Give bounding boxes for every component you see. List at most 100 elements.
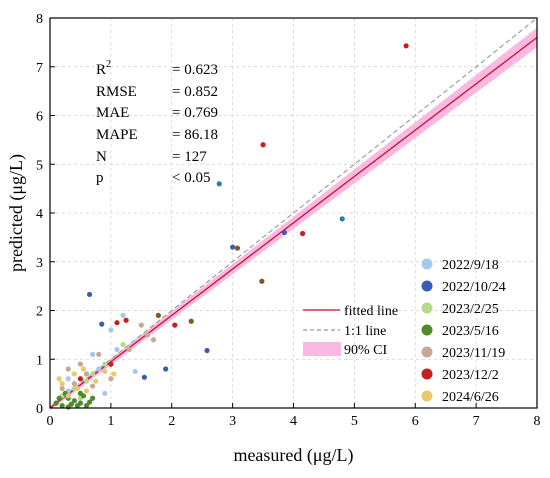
data-point: [108, 376, 114, 382]
data-point: [90, 351, 96, 357]
data-point: [114, 346, 120, 353]
x-tick-label: 8: [534, 414, 541, 429]
data-point: [138, 322, 144, 328]
y-tick-label: 7: [36, 61, 43, 76]
data-point: [96, 351, 102, 357]
points-layer: [53, 43, 409, 410]
data-point: [163, 366, 169, 372]
legend-label: 2023/12/2: [442, 368, 499, 383]
data-point: [172, 322, 178, 328]
stat-mape-label: MAPE: [96, 127, 138, 143]
data-point: [56, 395, 62, 401]
data-point: [102, 368, 108, 375]
stat-n-value: = 127: [172, 149, 207, 165]
data-point: [56, 376, 62, 382]
data-point: [74, 385, 80, 392]
data-point: [99, 321, 105, 327]
x-tick-label: 1: [107, 414, 114, 429]
data-point: [83, 371, 90, 377]
stats-box: R2 = 0.623 RMSE = 0.852 MAE = 0.769 MAPE…: [96, 59, 218, 186]
data-point: [188, 318, 194, 324]
x-tick-label: 5: [351, 414, 358, 429]
data-point: [59, 402, 65, 409]
data-point: [83, 402, 90, 409]
lines-layer: [49, 17, 538, 409]
data-point: [86, 291, 93, 298]
data-point: [120, 312, 126, 318]
y-axis-label: predicted (μg/L): [6, 154, 27, 272]
y-tick-label: 2: [36, 305, 43, 320]
legend-label: 2022/9/18: [442, 258, 499, 273]
data-point: [111, 371, 117, 377]
data-point: [150, 337, 157, 343]
data-point: [281, 229, 287, 236]
data-point: [126, 346, 132, 353]
data-point: [120, 342, 126, 348]
x-axis-label: measured (μg/L): [233, 445, 353, 466]
x-tick-label: 2: [168, 414, 175, 429]
stat-p-label: p: [96, 170, 104, 186]
data-point: [260, 142, 266, 148]
data-point: [80, 366, 87, 372]
data-point: [102, 390, 108, 396]
legend-marker: [421, 302, 433, 314]
data-point: [102, 361, 108, 367]
legend-identity-line-label: 1:1 line: [344, 324, 386, 339]
x-tick-label: 7: [473, 414, 480, 429]
data-point: [71, 381, 77, 387]
legend-marker: [421, 368, 433, 380]
data-point: [65, 404, 71, 410]
legend-label: 2022/10/24: [442, 280, 506, 295]
stat-p-value: < 0.05: [172, 170, 210, 186]
data-point: [90, 383, 96, 389]
data-point: [132, 368, 138, 375]
axis-ticks: 0 1 2 3 4 5 6 7 8 0 1 2 3 4 5 6 7 8: [36, 12, 541, 429]
stat-mae-label: MAE: [96, 105, 129, 121]
legend-marker: [421, 390, 433, 402]
y-tick-label: 0: [36, 402, 43, 417]
legend-fit-line-label: fitted line: [344, 304, 398, 319]
data-point: [144, 332, 150, 338]
data-point: [65, 366, 71, 372]
stat-r2-label: R2: [96, 59, 111, 78]
data-point: [65, 393, 71, 399]
data-point: [108, 361, 114, 367]
x-tick-label: 6: [412, 414, 419, 429]
data-point: [155, 312, 161, 318]
stat-mae-value: = 0.769: [172, 105, 218, 121]
stat-r2-superscript: 2: [106, 59, 111, 70]
data-point: [83, 388, 90, 394]
data-point: [234, 245, 241, 251]
legend-label: 2024/6/26: [442, 390, 499, 405]
data-point: [403, 43, 409, 49]
data-point: [86, 399, 93, 405]
y-tick-label: 3: [36, 256, 43, 271]
data-point: [90, 371, 96, 377]
data-point: [230, 244, 236, 250]
data-point: [71, 398, 77, 404]
y-tick-label: 8: [36, 12, 43, 27]
legend-marker: [421, 346, 433, 358]
stat-mape-value: = 86.18: [172, 127, 218, 143]
legend-label: 2023/11/19: [442, 346, 505, 361]
y-tick-label: 6: [36, 110, 43, 125]
data-point: [204, 347, 210, 354]
y-tick-label: 1: [36, 353, 43, 368]
stat-r2-value: = 0.623: [172, 62, 218, 78]
data-point: [96, 366, 102, 372]
data-point: [77, 390, 84, 396]
data-point: [71, 371, 77, 377]
legend-label: 2023/2/25: [442, 302, 499, 317]
x-tick-label: 4: [290, 414, 297, 429]
legend-ci-label: 90% CI: [344, 343, 388, 358]
legend-ci-swatch: [303, 342, 341, 356]
legend-label: 2023/5/16: [442, 324, 499, 339]
data-point: [339, 216, 345, 222]
data-point: [59, 385, 65, 392]
data-point: [59, 381, 65, 387]
y-tick-label: 5: [36, 158, 43, 173]
legend-marker: [421, 280, 433, 292]
x-tick-label: 3: [229, 414, 236, 429]
stat-rmse-value: = 0.852: [172, 84, 218, 100]
